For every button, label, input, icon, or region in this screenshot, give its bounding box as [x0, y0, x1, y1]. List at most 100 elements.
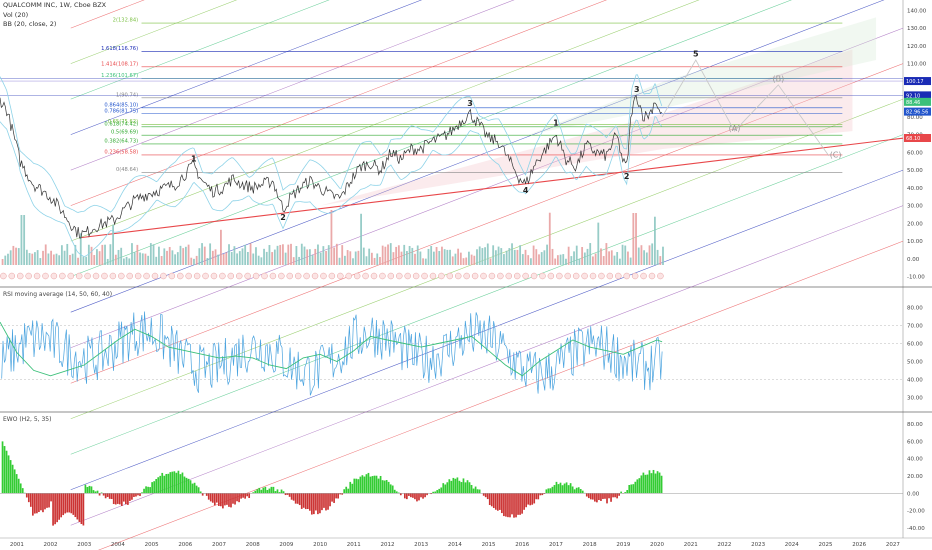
earnings-marker	[454, 272, 462, 280]
ewo-bar	[262, 487, 265, 494]
ewo-bar	[337, 493, 339, 499]
ewo-bar	[571, 486, 574, 494]
ewo-bar	[112, 493, 115, 505]
fib-level-label: 0.864(85.10)	[104, 102, 138, 108]
volume-bar	[60, 245, 63, 265]
volume-bar	[352, 258, 354, 265]
volume-bar	[166, 250, 168, 265]
volume-bar	[209, 243, 212, 265]
ewo-bar	[387, 481, 390, 494]
ewo-bar	[499, 493, 501, 510]
volume-bar	[214, 249, 217, 265]
volume-bar	[246, 251, 249, 265]
volume-bar	[79, 233, 82, 265]
ewo-bar	[100, 492, 103, 494]
ewo-bar	[23, 492, 26, 494]
volume-bar	[236, 253, 238, 265]
ewo-bar	[72, 493, 75, 515]
ewo-bar	[58, 493, 60, 520]
volume-bar	[411, 247, 414, 265]
ewo-bar	[191, 483, 194, 494]
volume-bar	[63, 250, 66, 265]
earnings-marker	[109, 272, 117, 280]
volume-bar	[265, 251, 268, 265]
symbol-title: QUALCOMM INC, 1W, Cboe BZX	[3, 1, 107, 9]
volume-bar	[17, 248, 20, 265]
volume-bar	[470, 254, 473, 265]
volume-bar	[225, 252, 228, 265]
volume-bar	[516, 249, 519, 265]
ewo-bar	[638, 478, 641, 494]
ewo-bar	[78, 493, 81, 522]
volume-bar	[521, 254, 524, 265]
price-series	[0, 94, 662, 239]
volume-bar	[228, 244, 230, 265]
volume-bar	[556, 255, 559, 265]
ewo-bar	[86, 487, 89, 494]
ewo-bar	[426, 493, 428, 496]
ewo-bar	[616, 493, 618, 499]
earnings-marker	[598, 272, 605, 280]
ewo-bar	[630, 484, 633, 494]
volume-bar	[58, 255, 61, 265]
volume-bar	[101, 244, 104, 265]
volume-bar	[303, 246, 306, 265]
volume-bar	[578, 258, 581, 265]
vol-indicator-label: Vol (20)	[3, 11, 29, 19]
volume-bar	[201, 243, 203, 265]
volume-bar	[233, 246, 236, 265]
ewo-bar	[15, 474, 18, 494]
ewo-bar	[317, 493, 319, 515]
time-tick-label: 2023	[751, 542, 765, 548]
ewo-bar	[490, 493, 493, 507]
fib-level-label: 0(48.64)	[116, 167, 138, 173]
pitchfork-line	[70, 169, 904, 491]
volume-bar	[114, 254, 117, 265]
fib-level-label: 0.236(58.58)	[104, 149, 138, 155]
volume-bar	[69, 254, 71, 265]
fib-level-label: 0.5(69.69)	[111, 130, 138, 136]
volume-bar	[7, 253, 9, 265]
ewo-bar	[252, 492, 255, 494]
price-tick-label: 130.00	[907, 26, 927, 32]
earnings-marker	[353, 272, 361, 280]
volume-bar	[44, 244, 47, 265]
wave-label: 2	[280, 213, 286, 222]
volume-bar	[535, 249, 538, 265]
time-tick-label: 2011	[347, 542, 361, 548]
price-tick-label: 0.00	[907, 257, 920, 263]
volume-bar	[462, 258, 465, 265]
ewo-bar	[310, 493, 313, 515]
ewo-bar	[391, 485, 394, 494]
volume-bar	[505, 250, 508, 265]
ewo-bar	[507, 493, 509, 518]
earnings-marker	[337, 272, 344, 280]
price-axis-badge-label: 100.17	[906, 79, 924, 85]
volume-bar	[589, 243, 592, 265]
time-tick-label: 2015	[482, 542, 496, 548]
volume-bar	[295, 246, 298, 265]
volume-bar	[600, 248, 602, 265]
volume-bar	[389, 243, 392, 265]
ewo-bar	[175, 472, 178, 494]
pitchfork-line	[70, 0, 330, 100]
ewo-bar	[545, 489, 548, 494]
volume-bar	[387, 244, 389, 265]
earnings-marker	[59, 272, 66, 280]
volume-bar	[656, 249, 659, 265]
volume-bar	[481, 248, 484, 265]
earnings-marker	[143, 272, 150, 280]
ewo-bar	[19, 483, 22, 494]
volume-bar	[613, 255, 616, 265]
pitchfork-line	[70, 0, 608, 206]
earnings-marker	[244, 272, 251, 280]
earnings-marker	[345, 272, 352, 280]
ewo-bar	[300, 493, 303, 509]
ewo-bar	[131, 493, 133, 500]
ewo-bar	[234, 493, 236, 505]
volume-bar	[497, 246, 500, 265]
ewo-bar	[246, 493, 249, 497]
price-tick-label: 110.00	[907, 62, 927, 68]
bollinger-lower	[0, 115, 663, 257]
